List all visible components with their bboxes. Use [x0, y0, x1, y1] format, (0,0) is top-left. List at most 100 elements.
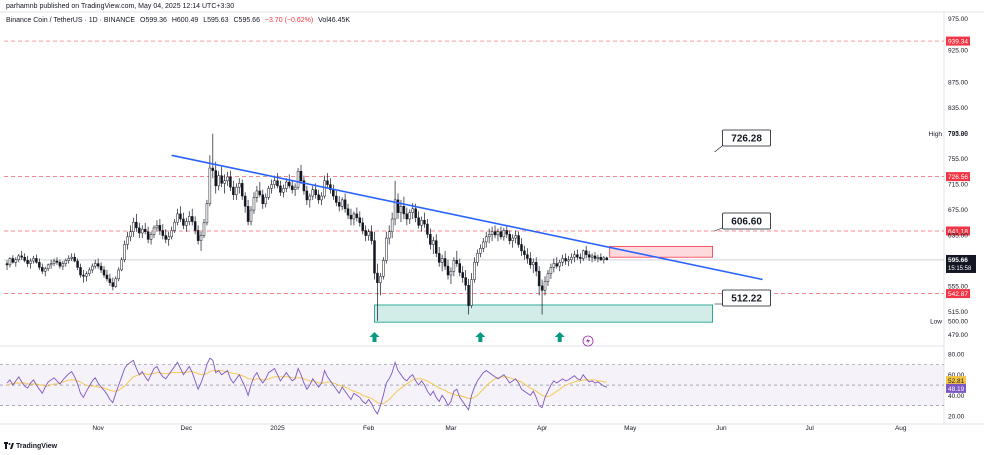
candle-body-up: [188, 216, 191, 222]
candle-body-down: [414, 208, 417, 218]
candle-body-down: [537, 270, 541, 287]
zones[interactable]: [374, 245, 714, 323]
callout-1[interactable]: 606.60: [714, 212, 771, 232]
candle-body-up: [117, 269, 120, 280]
descending-trendline[interactable]: [171, 154, 763, 281]
callout-0[interactable]: 726.28: [714, 129, 771, 153]
candle-13: [43, 266, 47, 277]
symbol-name[interactable]: Binance Coin / TetherUS · 1D · BINANCE: [6, 17, 136, 24]
candle-body-up: [70, 256, 73, 259]
support-zone[interactable]: [374, 304, 714, 323]
candle-body-up: [202, 222, 206, 236]
callout-2[interactable]: 512.22: [714, 289, 771, 307]
candle-115: [343, 193, 347, 213]
candle-body-up: [132, 221, 135, 232]
candle-180: [534, 257, 538, 277]
lightning-icon[interactable]: [582, 335, 594, 347]
candle-165: [490, 226, 494, 242]
candle-188: [558, 259, 561, 272]
time-tick-1: Dec: [181, 425, 193, 432]
candle-96: [287, 174, 291, 189]
candle-body-up: [440, 258, 444, 263]
candle-182: [540, 279, 544, 315]
arrow-up-icon[interactable]: [369, 332, 380, 342]
misc: [582, 335, 594, 347]
candle-58: [176, 208, 179, 226]
candle-192: [570, 253, 573, 264]
candle-body-up: [390, 218, 394, 232]
last-price-tag: [946, 254, 976, 273]
candle-body-down: [373, 240, 376, 274]
price-tick-8: 635.00: [948, 232, 968, 239]
candle-55: [167, 231, 170, 246]
candle-body-up: [235, 186, 238, 196]
candle-body-down: [287, 181, 291, 187]
candle-body-up: [420, 220, 423, 226]
candle-body-down: [232, 186, 235, 196]
candle-body-up: [226, 176, 229, 182]
candle-196: [581, 249, 585, 262]
candle-body-down: [599, 256, 603, 261]
candle-63: [190, 208, 194, 226]
brand-logo[interactable]: TradingView: [4, 442, 57, 450]
price-axis[interactable]: 939.34 726.56 641.18 542.87 975.00 925.00 875.…: [929, 16, 976, 421]
rsi-tick-1: 60.00: [948, 372, 965, 379]
candle-186: [552, 258, 556, 273]
candle-body-down: [343, 199, 347, 210]
candle-body-down: [517, 235, 520, 245]
candle-body-up: [270, 184, 273, 189]
time-tick-6: May: [624, 425, 637, 432]
candle-body-up: [385, 237, 388, 261]
candle-130: [387, 225, 391, 245]
candle-body-down: [23, 256, 26, 261]
callout-box[interactable]: [722, 212, 771, 230]
resistance-zone[interactable]: [609, 245, 714, 258]
candle-5: [20, 250, 23, 260]
candle-body-down: [396, 199, 400, 213]
arrow-up-icon[interactable]: [554, 332, 565, 342]
candle-body-up: [52, 260, 56, 264]
time-axis[interactable]: NovDec2025FebMarAprMayJunJulAugSep: [92, 425, 984, 432]
time-tick-3: Feb: [363, 425, 375, 432]
candle-body-up: [61, 263, 65, 267]
candle-84: [252, 192, 256, 214]
candle-body-up: [432, 240, 435, 245]
candle-body-down: [314, 189, 317, 196]
candle-body-up: [411, 208, 414, 213]
callout-box[interactable]: [722, 129, 771, 147]
candle-15: [49, 259, 53, 269]
trendline-group[interactable]: [171, 154, 763, 281]
candle-body-down: [58, 262, 62, 267]
candle-200: [593, 252, 597, 262]
candle-54: [164, 229, 168, 244]
candle-body-up: [93, 263, 97, 267]
candle-body-up: [573, 254, 576, 258]
candle-body-down: [458, 263, 462, 273]
candle-body-up: [282, 188, 285, 193]
callout-box[interactable]: [722, 289, 771, 307]
time-tick-0: Nov: [92, 425, 104, 432]
ohlc-open: O599.36: [140, 17, 167, 24]
candle-body-up: [255, 190, 259, 198]
candle-body-down: [499, 231, 503, 238]
rsi-ma-line: [6, 370, 607, 405]
candle-40: [123, 240, 126, 263]
candle-body-up: [120, 259, 123, 271]
candle-body-down: [26, 260, 29, 264]
annotations[interactable]: 726.28 606.60 512.22: [714, 129, 771, 307]
candle-22: [70, 253, 73, 262]
candle-body-up: [590, 255, 594, 258]
candle-body-down: [443, 258, 447, 267]
rsi-tick-2: 40.00: [948, 393, 965, 400]
candle-body-down: [5, 263, 9, 266]
candle-86: [258, 182, 262, 198]
candle-body-down: [317, 194, 320, 201]
arrow-up-icon[interactable]: [475, 332, 486, 342]
candle-30: [93, 259, 97, 269]
arrows[interactable]: [369, 332, 565, 342]
candle-190: [564, 253, 567, 265]
candle-body-up: [85, 273, 88, 277]
price-tick-1: 925.00: [948, 48, 968, 55]
candle-71: [214, 161, 217, 194]
